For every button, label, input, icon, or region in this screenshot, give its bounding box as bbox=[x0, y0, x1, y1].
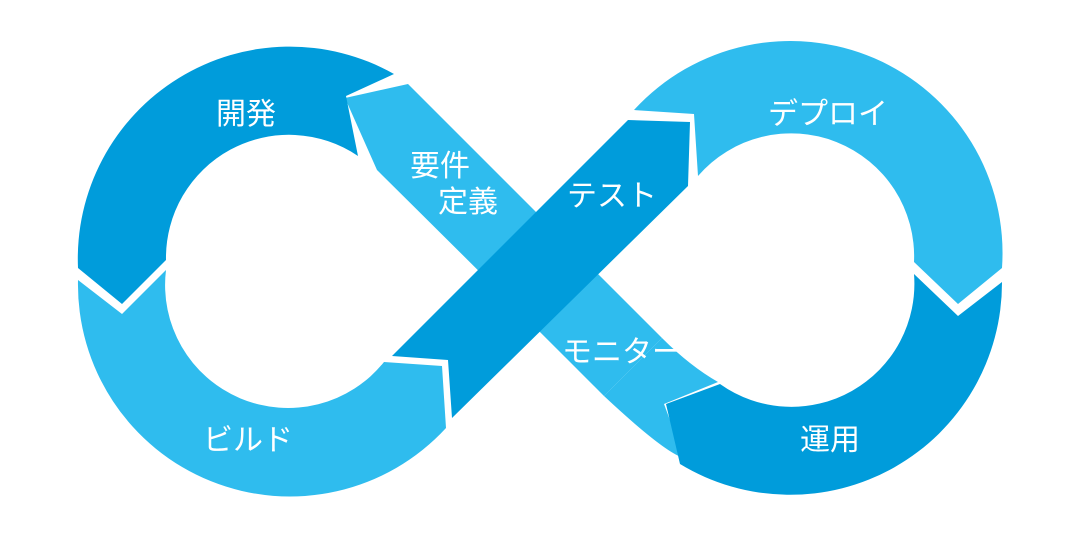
label-requirements-line1: 要件 bbox=[410, 149, 470, 184]
label-development: 開発 bbox=[216, 97, 276, 132]
segment-operation bbox=[666, 274, 1003, 495]
label-requirements-line2: 定義 bbox=[438, 185, 498, 220]
segment-test bbox=[392, 120, 690, 418]
label-deploy: デプロイ bbox=[768, 97, 888, 132]
segment-requirements bbox=[345, 84, 662, 396]
label-monitor: モニター bbox=[562, 335, 682, 370]
segment-build bbox=[77, 270, 447, 497]
label-operation: 運用 bbox=[800, 423, 860, 458]
label-build: ビルド bbox=[203, 423, 293, 458]
segment-monitor bbox=[604, 338, 718, 458]
segment-development bbox=[77, 46, 394, 304]
segment-deploy bbox=[634, 40, 1003, 304]
label-test: テスト bbox=[567, 179, 657, 214]
